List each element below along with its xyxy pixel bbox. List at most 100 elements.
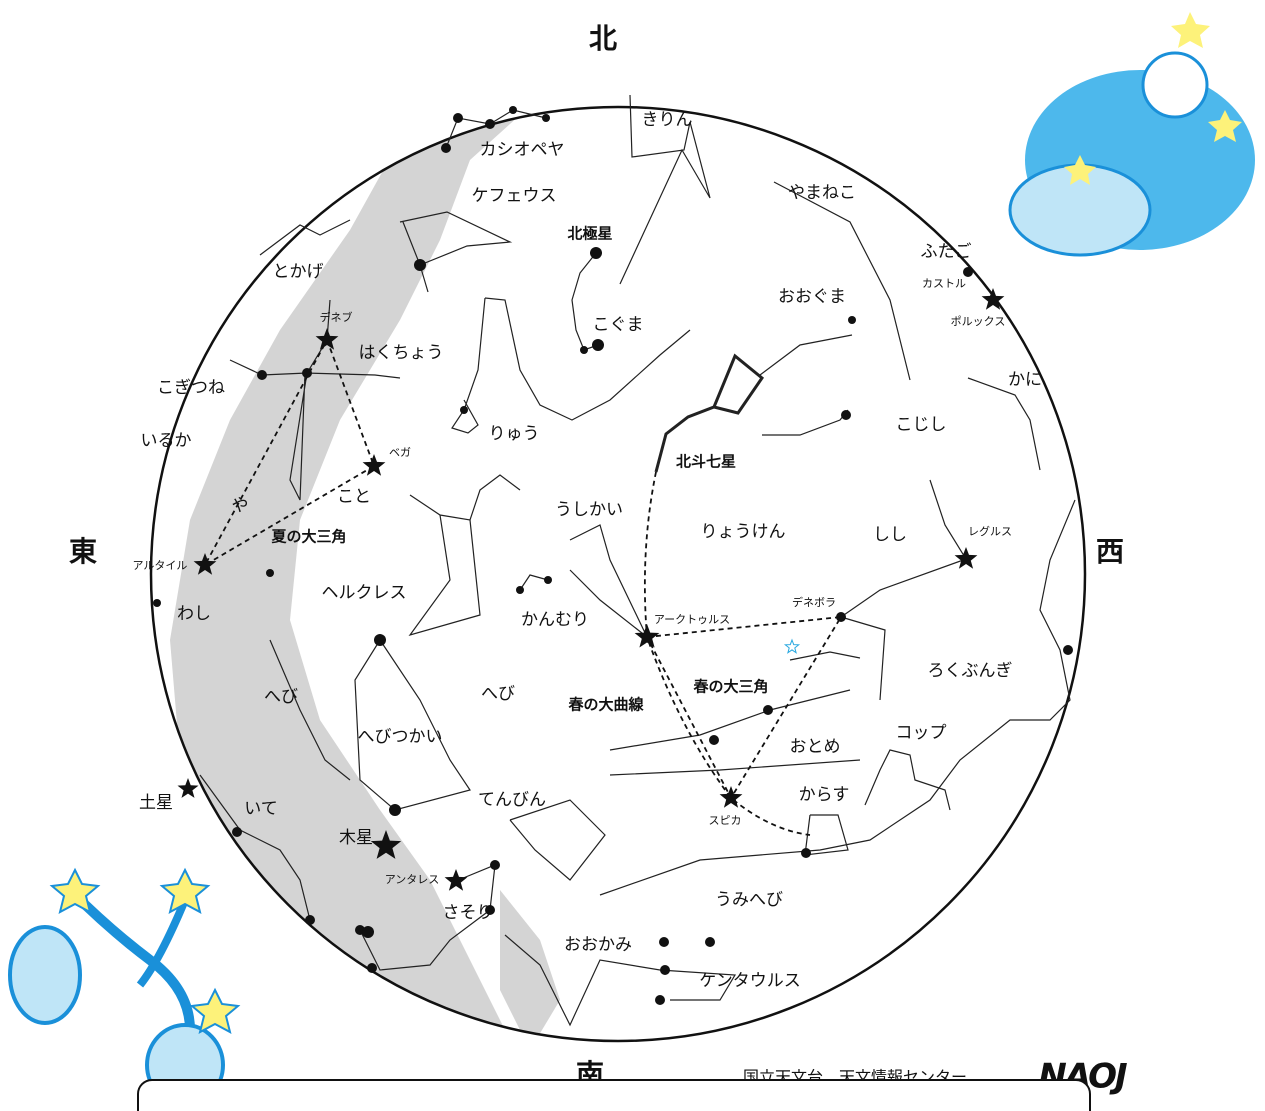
constellation-label: おとめ [790, 737, 841, 757]
direction-north: 北 [589, 22, 617, 55]
constellation-label: こぐま [593, 315, 644, 335]
star-dot [266, 569, 274, 577]
constellation-label: りょうけん [701, 522, 786, 542]
constellation-label: かんむり [521, 610, 589, 630]
direction-west: 西 [1096, 535, 1124, 568]
star-dot [509, 106, 517, 114]
star-dot [580, 346, 588, 354]
star-dot [453, 113, 463, 123]
constellation-label: さそり [443, 903, 494, 923]
direction-east: 東 [69, 535, 97, 568]
star-dot [544, 576, 552, 584]
planet-label: 土星 [139, 793, 173, 813]
star-label: アークトゥルス [654, 613, 730, 626]
constellation-label: おおかみ [564, 935, 632, 955]
constellation-label: はくちょう [359, 343, 444, 363]
star-label: ポルックス [951, 315, 1006, 328]
constellation-label: こぎつね [157, 378, 225, 398]
constellation-label: からす [799, 785, 850, 805]
constellation-label: こじし [896, 415, 947, 435]
constellation-label: てんびん [478, 790, 546, 810]
constellation-label: ケンタウルス [699, 971, 801, 991]
star-dot [302, 368, 312, 378]
star-dot [367, 963, 377, 973]
star-dot [841, 410, 851, 420]
star-dot [516, 586, 524, 594]
constellation-label: うみへび [715, 890, 783, 910]
constellation-label: ケフェウス [472, 186, 557, 206]
star-dot [659, 937, 669, 947]
star-dot [414, 259, 426, 271]
star-dot [1063, 645, 1073, 655]
star-dot [590, 247, 602, 259]
star-dot [709, 735, 719, 745]
constellation-label: しし [873, 525, 907, 545]
constellation-label: うしかい [555, 500, 623, 520]
constellation-label: へび [481, 684, 515, 704]
star-label: デネボラ [792, 595, 836, 609]
star-label: スピカ [709, 814, 742, 827]
star-dot [374, 634, 386, 646]
caption-box [138, 1080, 1090, 1111]
star-label: アンタレス [385, 873, 440, 886]
constellation-label: へび [264, 687, 298, 707]
page: {"directions": {"north": "北", "east": "東… [0, 0, 1265, 1111]
star-dot [389, 804, 401, 816]
constellation-label: とかげ [273, 262, 324, 282]
bright-star [955, 547, 978, 569]
constellation-label: ヘルクレス [322, 583, 407, 603]
star-dot [485, 119, 495, 129]
constellation-label: や [232, 496, 249, 516]
star-dot [542, 114, 550, 122]
star-dot [660, 965, 670, 975]
bright-star [635, 624, 660, 648]
constellation-label: へびつかい [358, 727, 443, 747]
constellation-label: かに [1008, 370, 1042, 390]
constellation-label: こと [337, 487, 371, 507]
mascot-bottom-left [10, 870, 238, 1105]
star-dot [232, 827, 242, 837]
bright-star [785, 640, 798, 653]
star-dot [592, 339, 604, 351]
asterism-label: 春の大曲線 [567, 696, 644, 714]
constellation-label: わし [177, 604, 211, 624]
asterism-label: 北斗七星 [676, 453, 736, 471]
star-dot [362, 926, 374, 938]
star-dot [848, 316, 856, 324]
star-map: 北 東 西 南 カシオペヤ きりん ケフェウス やまねこ 北極星 ふたご カスト… [0, 0, 1265, 1111]
star-label: ベガ [389, 446, 411, 459]
star-label: アルタイル [133, 559, 188, 572]
bright-star [445, 869, 468, 891]
mascot-top-right [1010, 12, 1255, 255]
bright-star [363, 454, 386, 476]
star-dot [460, 406, 468, 414]
star-label: 北極星 [567, 225, 612, 243]
constellation-label: いるか [141, 431, 192, 451]
constellation-label: ろくぶんぎ [928, 661, 1013, 681]
star-dot [963, 267, 973, 277]
milky-way [170, 70, 600, 1060]
bright-star [720, 786, 743, 808]
constellation-label: カシオペヤ [480, 140, 565, 160]
star-dot [153, 599, 161, 607]
constellation-label: きりん [642, 110, 693, 130]
star-dot [655, 995, 665, 1005]
bright-star [178, 778, 199, 798]
constellation-label: おおぐま [778, 287, 846, 307]
star-label: レグルス [968, 524, 1012, 538]
constellation-label: コップ [896, 723, 947, 743]
star-dot [801, 848, 811, 858]
planet-label: 木星 [339, 828, 373, 848]
star-label: カストル [922, 277, 966, 290]
constellation-label: りゅう [489, 424, 540, 444]
star-dot [836, 612, 846, 622]
star-dot [257, 370, 267, 380]
star-dot [705, 937, 715, 947]
star-dot [441, 143, 451, 153]
asterism-label: 春の大三角 [692, 678, 768, 696]
asterism-label: 夏の大三角 [270, 528, 346, 546]
constellation-label: やまねこ [788, 183, 856, 203]
star-label: デネブ [320, 310, 353, 324]
star-dot [305, 915, 315, 925]
constellation-label: いて [244, 799, 278, 819]
